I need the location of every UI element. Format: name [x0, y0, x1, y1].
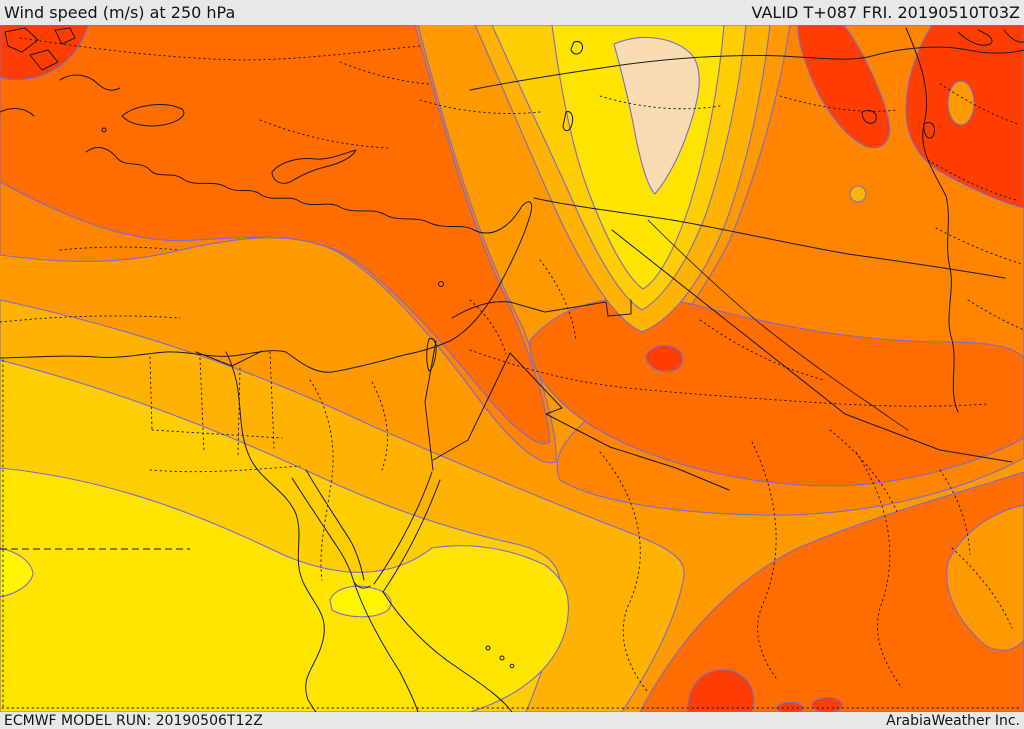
admin-border-line [751, 441, 777, 679]
israel-egypt-border [424, 340, 437, 471]
turkey-syria-border [533, 197, 1006, 279]
geography-layer [0, 27, 1024, 712]
orange-oval-in-red [947, 80, 975, 126]
valid-time-label: VALID T+087 FRI. 20190510T03Z [751, 2, 1020, 22]
bright-yellow-wedge [0, 547, 34, 598]
marmara-coast [0, 74, 121, 117]
red-sea-island [509, 663, 515, 669]
admin-border-line [469, 349, 989, 407]
aegean-large-island [121, 104, 185, 127]
aegean-islet [101, 127, 107, 133]
jordan-syria-border [451, 299, 632, 319]
black-sea-coast [469, 46, 1024, 91]
amber-minimum-spot [849, 185, 867, 203]
band-bright-yellow [0, 547, 392, 618]
red-sea-island [499, 655, 505, 661]
header-bar: Wind speed (m/s) at 250 hPa VALID T+087 … [0, 0, 1024, 25]
admin-border-line [939, 469, 971, 555]
map-title: Wind speed (m/s) at 250 hPa [4, 2, 236, 22]
iraq-iran-border [905, 27, 959, 413]
admin-border-line [935, 227, 1023, 265]
cyprus-island [271, 149, 357, 184]
contour-region-southeast-deep [639, 471, 1024, 712]
lake-tuz [570, 41, 583, 55]
admin-border-line [779, 95, 899, 112]
red-blob-bottom-small-2 [811, 696, 843, 712]
nile-delta-branches [195, 350, 263, 367]
contour-region-southwest-yellow [0, 467, 569, 712]
admin-border-line [59, 246, 179, 251]
admin-border-line [951, 547, 1013, 629]
lake-van [861, 109, 877, 124]
red-capsule-northeast [797, 25, 891, 149]
admin-border-line [339, 61, 431, 85]
red-region-northwest-corner [0, 25, 89, 81]
admin-border-line [19, 37, 421, 61]
island [4, 27, 39, 53]
band-orange-patches [946, 504, 1024, 651]
admin-border-line [309, 379, 334, 581]
admin-border-line [927, 159, 1017, 201]
admin-border-line [149, 465, 301, 473]
bright-yellow-patch [329, 585, 392, 618]
admin-border-line [539, 259, 577, 341]
lake-beysehir [562, 111, 574, 132]
brand-label: ArabiaWeather Inc. [886, 712, 1020, 729]
model-run-label: ECMWF MODEL RUN: 20190506T12Z [4, 712, 263, 729]
admin-border-line [829, 429, 899, 515]
island [29, 49, 59, 71]
wind-speed-contour-map [0, 25, 1024, 712]
admin-border-line [419, 99, 541, 114]
jordan-saudi-border [432, 352, 730, 491]
admin-border-line [259, 119, 391, 149]
red-blob-bottom-small-1 [776, 701, 804, 712]
caspian-coast [957, 29, 1024, 46]
dead-sea [426, 338, 437, 372]
lake-urmia [923, 121, 935, 139]
northwest-islands [4, 27, 76, 71]
admin-border-line [469, 299, 507, 355]
red-sea-coast [353, 581, 513, 712]
map-canvas [0, 25, 1024, 712]
red-sea-island [485, 645, 491, 651]
gulf-of-aqaba-coast [373, 471, 441, 593]
band-deep-orange [0, 25, 1024, 712]
admin-border-line [967, 299, 1024, 331]
sea-of-galilee [438, 281, 444, 287]
right-edge-orange-notch [946, 504, 1024, 651]
admin-border-line [149, 351, 283, 456]
island [54, 27, 76, 45]
syria-iraq-border [611, 229, 846, 415]
admin-border-line [939, 83, 1019, 125]
admin-border-line [0, 315, 181, 323]
euphrates-river [647, 219, 909, 431]
bullseye-core [613, 37, 700, 195]
iraq-saudi-border [844, 413, 1013, 463]
admin-border-line [371, 381, 388, 471]
admin-border-line [599, 95, 721, 110]
admin-border-line [599, 451, 649, 693]
red-maximum-center [645, 344, 683, 373]
nile-river [231, 365, 325, 712]
dotted-borders-layer [0, 37, 1024, 711]
footer-bar: ECMWF MODEL RUN: 20190506T12Z ArabiaWeat… [0, 712, 1024, 729]
red-blob-bottom [687, 669, 755, 712]
mediterranean-coastline [0, 147, 533, 373]
gulf-of-suez-coast [291, 469, 371, 589]
band-cream [613, 37, 700, 195]
admin-border-line [699, 319, 825, 381]
